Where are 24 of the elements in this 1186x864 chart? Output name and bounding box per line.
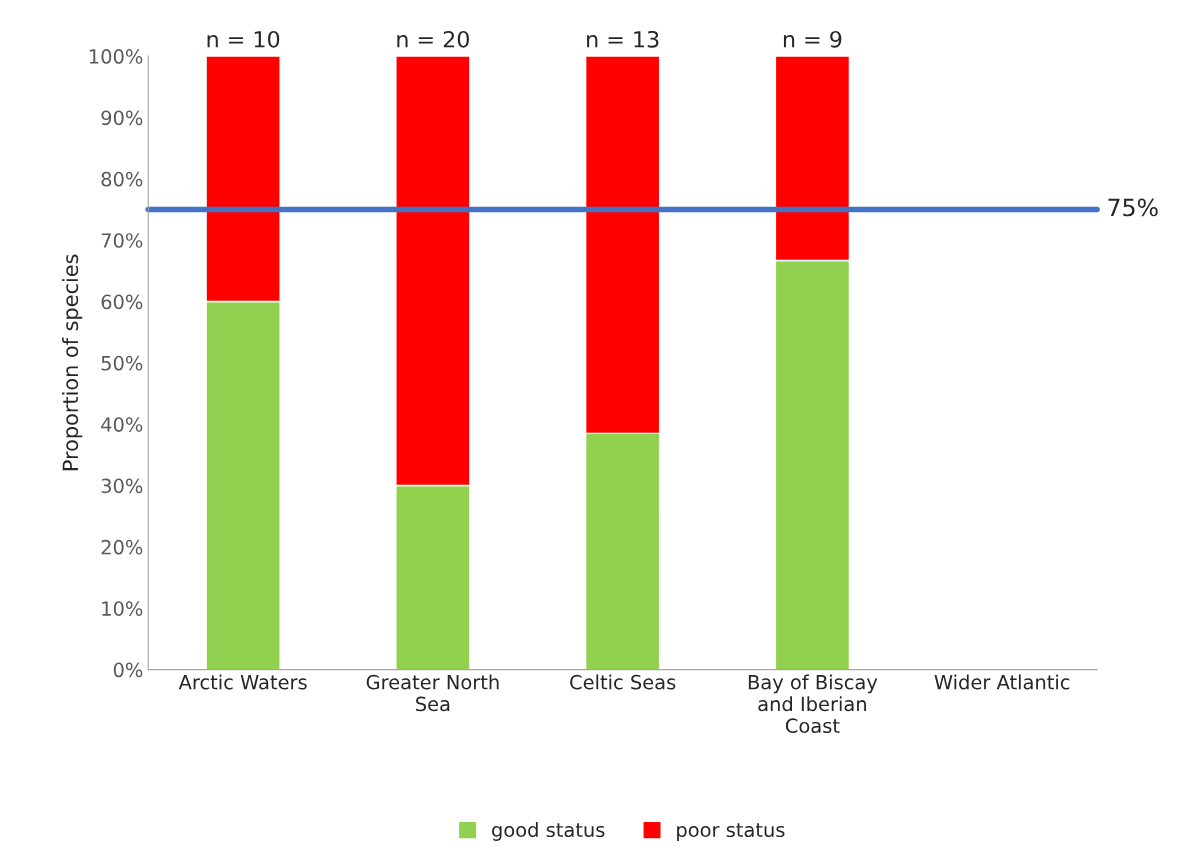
- annotation: n = 13: [587, 30, 659, 48]
- y-tick-label: 50%: [101, 355, 143, 371]
- x-tick-label: Bay of Biscay and Iberian Coast: [748, 674, 878, 734]
- x-tick-label: Arctic Waters: [178, 674, 307, 690]
- y-tick-label: 0%: [113, 662, 143, 678]
- y-tick-label: 70%: [101, 233, 143, 248]
- y-tick-label: 10%: [102, 601, 143, 616]
- x-tick-label: Celtic Seas: [570, 674, 676, 690]
- y-tick-label: 90%: [101, 110, 143, 126]
- legend-label: good status: [492, 822, 605, 841]
- annotation: n = 10: [207, 30, 280, 48]
- y-tick-label: 80%: [101, 171, 143, 187]
- y-tick-label: 60%: [101, 294, 143, 310]
- ref-line-label: 75%: [1108, 198, 1158, 217]
- annotation: n = 9: [783, 30, 842, 48]
- x-tick-label: Greater North Sea: [366, 674, 499, 712]
- y-tick-label: 100%: [89, 49, 143, 64]
- x-tick-label: Wider Atlantic: [934, 674, 1070, 690]
- y-tick-label: 30%: [101, 478, 143, 494]
- annotation: n = 20: [397, 30, 469, 48]
- legend-label: poor status: [677, 823, 785, 841]
- y-tick-label: 40%: [101, 417, 143, 432]
- y-axis-title: Proportion of species: [62, 254, 83, 471]
- y-tick-label: 20%: [101, 539, 143, 555]
